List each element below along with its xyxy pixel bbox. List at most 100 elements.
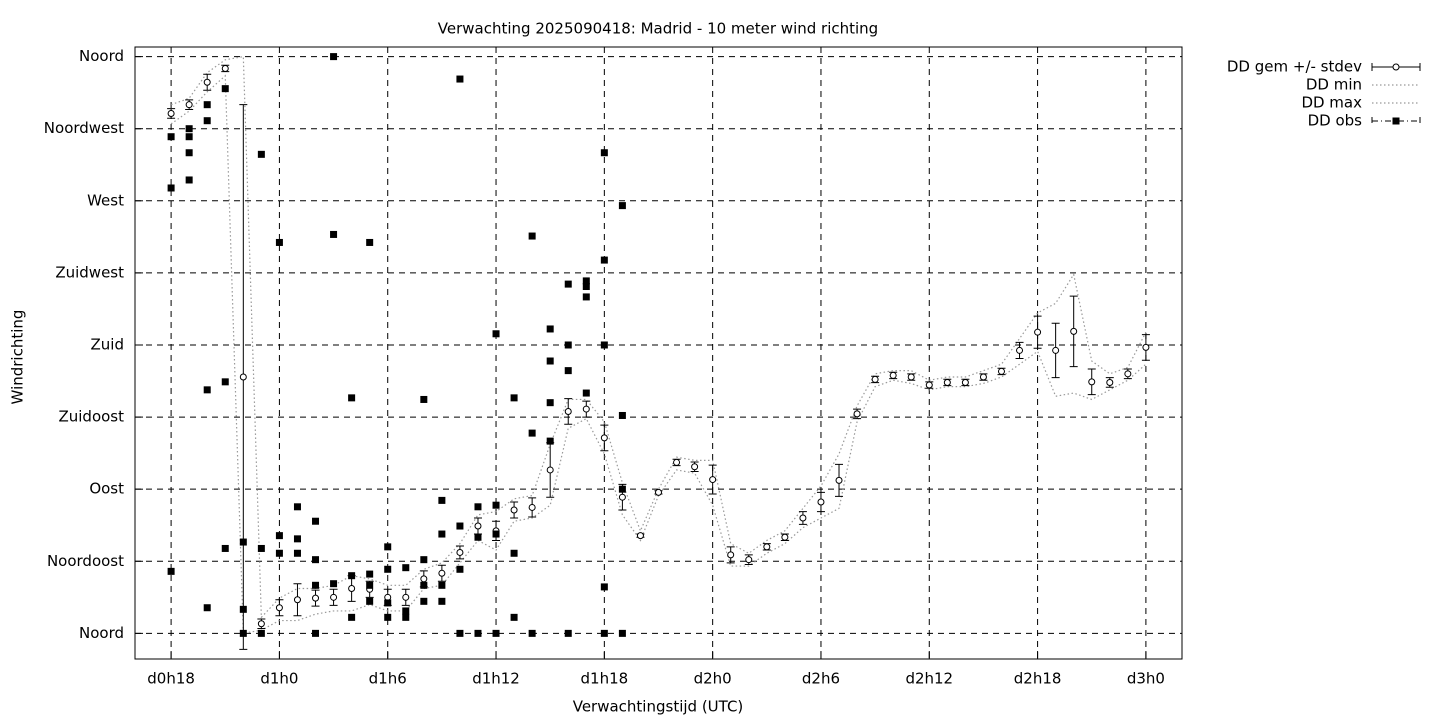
y-tick-label: Zuidwest: [55, 263, 124, 281]
mean-point: [293, 596, 301, 604]
mean-point: [781, 533, 789, 541]
obs-point: [546, 357, 554, 365]
obs-point: [582, 277, 590, 285]
mean-point: [673, 458, 681, 466]
y-tick-label: Noord: [79, 47, 124, 65]
mean-point: [1016, 346, 1024, 354]
obs-point: [239, 629, 247, 637]
plot-area: [167, 53, 1150, 650]
obs-point: [618, 411, 626, 419]
mean-point: [709, 476, 717, 484]
obs-point: [492, 501, 500, 509]
mean-point: [961, 378, 969, 386]
obs-point: [510, 549, 518, 557]
mean-point: [438, 569, 446, 577]
obs-point: [366, 238, 374, 246]
mean-point: [1088, 378, 1096, 386]
mean-point: [528, 503, 536, 511]
obs-point: [384, 599, 392, 607]
plot-frame: [134, 46, 1183, 660]
obs-point: [257, 150, 265, 158]
obs-point: [456, 75, 464, 83]
x-tick-label: d3h0: [1127, 670, 1165, 688]
obs-point: [564, 280, 572, 288]
mean-point: [853, 410, 861, 418]
mean-point: [763, 543, 771, 551]
obs-point: [185, 176, 193, 184]
mean-point: [330, 593, 338, 601]
x-tick-label: d1h12: [472, 670, 520, 688]
mean-point: [239, 373, 247, 381]
obs-point: [275, 238, 283, 246]
obs-point: [384, 613, 392, 621]
mean-point: [925, 381, 933, 389]
x-tick-label: d2h0: [694, 670, 732, 688]
mean-point: [456, 548, 464, 556]
obs-point: [384, 543, 392, 551]
obs-point: [582, 293, 590, 301]
x-tick-label: d0h18: [147, 670, 195, 688]
obs-point: [257, 544, 265, 552]
obs-point: [348, 613, 356, 621]
obs-point: [456, 522, 464, 530]
obs-point: [312, 581, 320, 589]
obs-point: [330, 53, 338, 61]
mean-point: [420, 575, 428, 583]
x-tick-label: d1h6: [369, 670, 407, 688]
obs-point: [312, 556, 320, 564]
mean-point: [1124, 370, 1132, 378]
mean-point: [745, 556, 753, 564]
x-tick-label: d2h12: [905, 670, 953, 688]
grid: d0h18 d1h0 d1h6 d1h12 d1h18 d2h0 d2h6 d2h12 d2h1…: [44, 47, 1182, 688]
obs-point: [167, 133, 175, 141]
obs-point: [330, 580, 338, 588]
obs-point: [564, 367, 572, 375]
x-tick-label: d2h18: [1014, 670, 1062, 688]
obs-point: [366, 570, 374, 578]
legend-marker: [1392, 117, 1400, 125]
mean-point: [1142, 343, 1150, 351]
obs-point: [293, 549, 301, 557]
obs-point: [546, 325, 554, 333]
obs-point: [384, 565, 392, 573]
obs-point: [185, 133, 193, 141]
legend-marker: [1392, 63, 1400, 71]
obs-point: [438, 496, 446, 504]
obs-point: [492, 629, 500, 637]
obs-point: [438, 530, 446, 538]
obs-point: [618, 485, 626, 493]
obs-point: [546, 399, 554, 407]
mean-point: [618, 493, 626, 501]
mean-point: [799, 514, 807, 522]
mean-point: [655, 488, 662, 496]
obs-point: [600, 149, 608, 157]
mean-point: [474, 522, 482, 530]
mean-point: [1070, 327, 1078, 335]
mean-point: [835, 476, 843, 484]
obs-point: [420, 556, 428, 564]
mean-point: [889, 371, 897, 379]
obs-point: [618, 202, 626, 210]
y-axis-label: Windrichting: [9, 310, 27, 405]
y-tick-label: Noord: [79, 624, 124, 642]
mean-point: [979, 373, 987, 381]
obs-point: [239, 605, 247, 613]
mean-point: [203, 78, 211, 86]
obs-point: [221, 544, 229, 552]
obs-point: [420, 581, 428, 589]
obs-point: [312, 517, 320, 525]
mean-point: [727, 551, 735, 559]
y-tick-label: West: [87, 191, 124, 209]
chart-title: Verwachting 2025090418: Madrid - 10 mete…: [438, 20, 878, 38]
obs-point: [600, 341, 608, 349]
mean-point: [600, 434, 608, 442]
obs-point: [312, 629, 320, 637]
obs-point: [474, 629, 482, 637]
mean-point: [185, 101, 193, 109]
mean-point: [943, 378, 951, 386]
mean-point: [510, 506, 518, 514]
obs-point: [275, 532, 283, 540]
